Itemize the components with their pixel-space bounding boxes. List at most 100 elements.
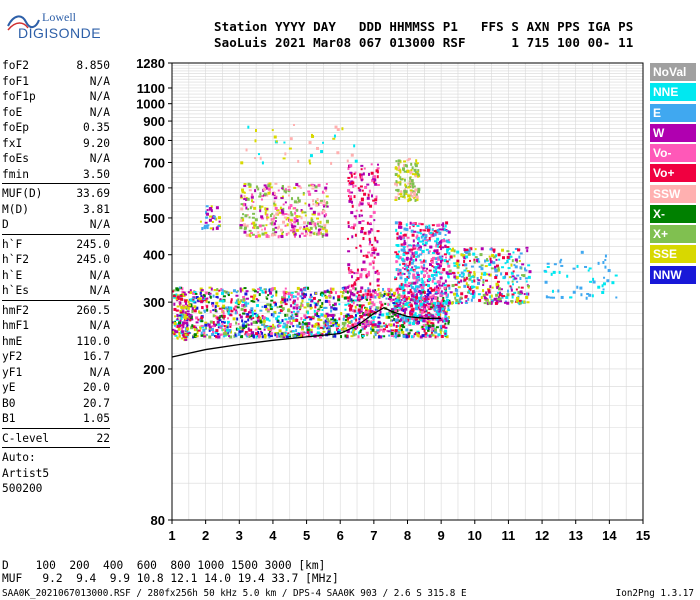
echo-point: [513, 264, 516, 267]
echo-point: [416, 330, 420, 333]
echo-point: [507, 253, 511, 256]
echo-point: [460, 271, 464, 275]
echo-point: [438, 245, 442, 248]
echo-point: [266, 317, 270, 321]
echo-point: [200, 316, 204, 320]
echo-point: [328, 294, 332, 297]
echo-point: [301, 290, 304, 294]
echo-point: [438, 264, 442, 268]
echo-point: [436, 223, 440, 227]
echo-point: [284, 332, 287, 335]
echo-point: [289, 320, 292, 323]
echo-point: [419, 228, 422, 232]
echo-point: [468, 287, 472, 291]
echo-point: [246, 197, 250, 201]
echo-point: [367, 270, 370, 274]
echo-point: [604, 254, 607, 258]
echo-point: [428, 236, 431, 240]
echo-point: [217, 216, 221, 220]
echo-point: [198, 310, 201, 314]
echo-point: [187, 300, 190, 304]
echo-point: [184, 338, 188, 341]
echo-point: [175, 309, 179, 312]
x-tick-label: 12: [535, 528, 549, 543]
echo-point: [407, 194, 411, 198]
echo-point: [400, 190, 403, 194]
param-row: foEs N/A: [2, 151, 110, 167]
echo-point: [187, 304, 191, 307]
echo-point: [369, 302, 373, 305]
echo-point: [409, 198, 412, 201]
echo-point: [263, 192, 267, 196]
echo-point: [296, 306, 299, 310]
echo-point: [425, 225, 428, 229]
param-value: 0.35: [83, 121, 110, 134]
echo-point: [384, 302, 387, 305]
echo-point: [235, 327, 238, 331]
echo-point: [408, 262, 411, 266]
echo-point: [366, 297, 369, 301]
echo-point: [359, 173, 362, 177]
echo-point: [362, 237, 365, 241]
echo-point: [449, 255, 453, 259]
echo-point: [259, 335, 262, 338]
echo-point: [418, 296, 422, 300]
echo-point: [360, 175, 363, 179]
param-key: h`F2: [2, 253, 29, 266]
echo-point: [399, 232, 402, 235]
echo-point: [411, 223, 415, 226]
echo-point: [314, 185, 318, 189]
echo-point: [374, 198, 378, 202]
echo-point: [421, 280, 424, 284]
echo-point: [209, 309, 212, 313]
echo-point: [351, 309, 354, 313]
echo-point: [473, 260, 476, 264]
echo-point: [304, 322, 308, 326]
echo-point: [403, 294, 406, 298]
echo-point: [306, 304, 310, 308]
echo-point: [431, 251, 435, 254]
echo-point: [336, 128, 340, 132]
echo-point: [274, 182, 278, 185]
echo-point: [196, 335, 199, 338]
echo-point: [413, 191, 417, 195]
echo-point: [271, 212, 274, 215]
echo-point: [230, 298, 233, 302]
echo-point: [463, 278, 467, 282]
echo-point: [403, 300, 407, 303]
echo-point: [433, 301, 437, 305]
echo-point: [216, 305, 220, 308]
echo-point: [267, 191, 271, 195]
echo-point: [178, 331, 181, 335]
echo-point: [272, 228, 276, 232]
echo-point: [424, 304, 428, 307]
echo-point: [374, 295, 377, 299]
echo-point: [399, 182, 402, 186]
echo-point: [336, 323, 340, 326]
echo-point: [404, 183, 407, 187]
echo-point: [259, 156, 262, 160]
echo-point: [176, 288, 180, 292]
echo-point: [414, 193, 418, 197]
echo-point: [251, 233, 255, 236]
echo-point: [546, 296, 550, 299]
y-tick-label: 80: [151, 513, 165, 528]
y-tick-label: 500: [143, 211, 165, 226]
echo-point: [409, 309, 412, 312]
echo-point: [419, 253, 423, 256]
echo-point: [399, 237, 402, 241]
echo-point: [302, 221, 306, 225]
echo-point: [397, 316, 400, 319]
echo-point: [527, 264, 531, 267]
echo-point: [338, 318, 341, 321]
echo-point: [227, 330, 231, 333]
echo-point: [172, 295, 176, 298]
echo-point: [285, 232, 288, 236]
echo-point: [374, 236, 377, 240]
echo-point: [416, 333, 420, 337]
echo-point: [434, 315, 437, 319]
echo-point: [427, 329, 430, 332]
echo-point: [391, 293, 394, 296]
param-key: foE: [2, 105, 23, 119]
echo-point: [484, 265, 488, 268]
